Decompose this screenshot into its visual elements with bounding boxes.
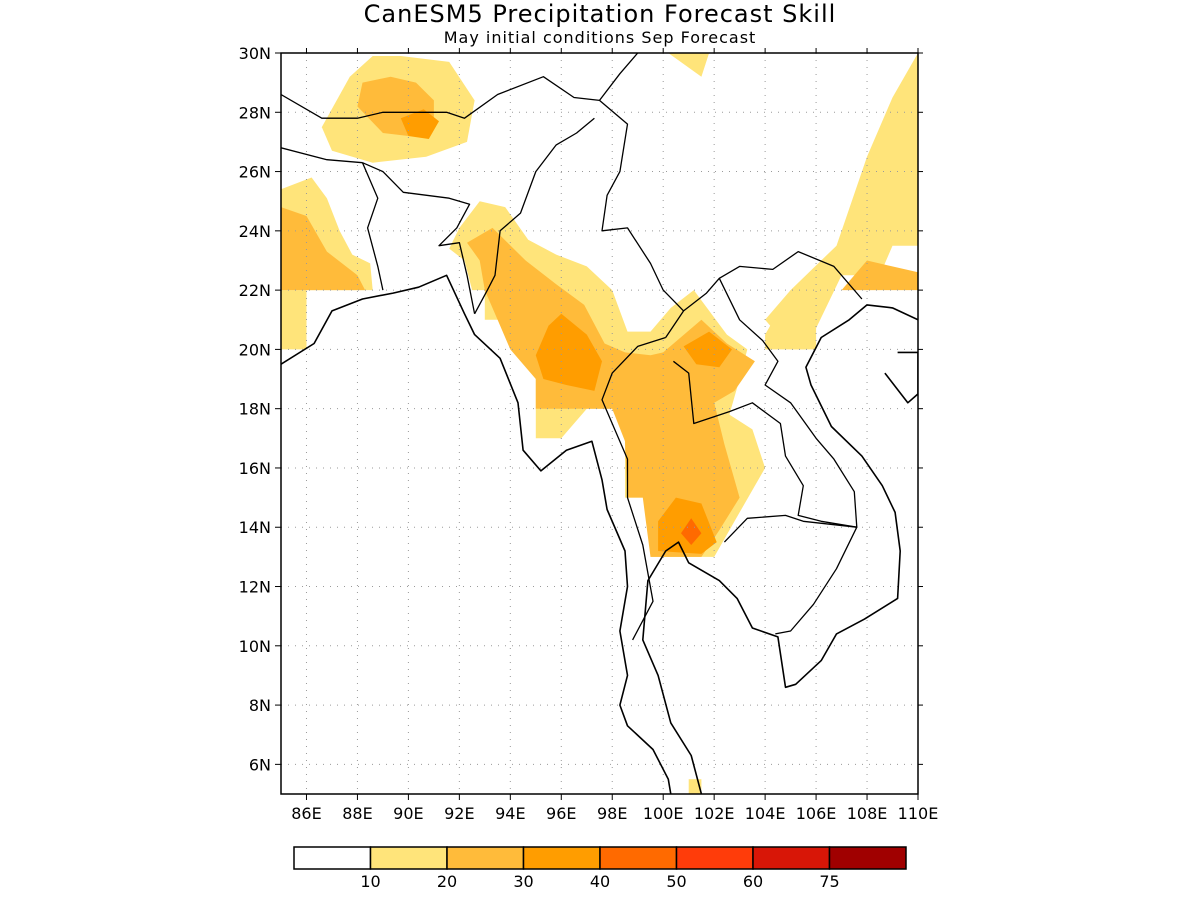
colorbar-label: 75 [819,872,839,891]
lat-tick-label: 10N [239,637,271,656]
lon-tick-label: 106E [796,804,837,823]
hainan-coast [884,351,918,404]
colorbar-swatch [369,846,448,870]
lon-tick-label: 88E [342,804,372,823]
gulf-thailand-coast [641,304,918,794]
lat-tick-label: 30N [239,44,271,63]
mainland-coast [281,274,672,794]
plot-background [281,53,918,794]
lon-tick-label: 92E [444,804,474,823]
colorbar-swatch [828,846,907,870]
colorbar-label: 50 [666,872,686,891]
lat-tick-label: 8N [249,696,271,715]
lon-tick-label: 86E [291,804,321,823]
lon-tick-label: 90E [393,804,423,823]
skill-10-20-top-center [668,53,710,77]
colorbar-swatch [446,846,525,870]
lat-tick-label: 22N [239,281,271,300]
lon-tick-label: 98E [597,804,627,823]
lat-tick-label: 26N [239,163,271,182]
lat-tick-label: 12N [239,578,271,597]
colorbar-label: 40 [590,872,610,891]
india-myanmar [474,117,595,315]
laos-outline [665,277,858,528]
colorbar: 10 20 30 40 50 60 75 [293,846,907,891]
colorbar-label: 10 [360,872,380,891]
lon-tick-label: 96E [546,804,576,823]
lon-tick-label: 100E [643,804,684,823]
colorbar-swatch [522,846,601,870]
colorbar-label: 20 [437,872,457,891]
lat-tick-label: 28N [239,103,271,122]
skill-20-30-china-se [841,260,918,291]
china-interior [598,53,639,101]
india-south-nepal [281,147,363,164]
plot-frame [280,52,919,795]
colorbar-label: 60 [743,872,763,891]
cambodia-border [723,514,858,635]
lat-tick-label: 18N [239,400,271,419]
lon-tick-label: 102E [694,804,735,823]
lat-tick-label: 6N [249,755,271,774]
colorbar-swatch [293,846,372,870]
coastline-layer [281,53,918,794]
myanmar-china [599,99,685,312]
lon-tick-label: 104E [745,804,786,823]
colorbar-label: 30 [513,872,533,891]
myanmar-thai [601,336,666,641]
colorbar-swatch [675,846,754,870]
skill-30-40-tibet-north [400,109,439,139]
shading-layer [281,53,918,794]
skill-20-30-myanmar-thai [467,227,755,557]
skill-10-20-west-strip [281,290,307,350]
lat-tick-label: 24N [239,222,271,241]
lat-tick-label: 16N [239,459,271,478]
himalaya-border [281,76,600,119]
map-title: CanESM5 Precipitation Forecast Skill [363,0,837,28]
skill-10-20-vietnam-north [765,290,817,350]
axis-ticks: 86E 88E 90E 92E 94E 96E 98E 100E 102E 104E 106E 108… [239,44,939,823]
colorbar-swatch [599,846,678,870]
lon-tick-label: 94E [495,804,525,823]
skill-30-40-myanmar [535,313,602,391]
vietnam-china [718,250,863,300]
map-subtitle: May initial conditions Sep Forecast [443,28,757,47]
lat-tick-label: 14N [239,518,271,537]
skill-40-50-bangkok [681,518,702,545]
lon-tick-label: 108E [847,804,888,823]
lon-tick-label: 110E [898,804,939,823]
skill-20-30-nw-bengal [281,207,366,291]
bangladesh-border [362,162,476,314]
india-bengal-west [361,162,384,291]
lat-tick-label: 20N [239,340,271,359]
skill-30-40-laos [683,331,732,368]
colorbar-swatch [752,846,831,870]
